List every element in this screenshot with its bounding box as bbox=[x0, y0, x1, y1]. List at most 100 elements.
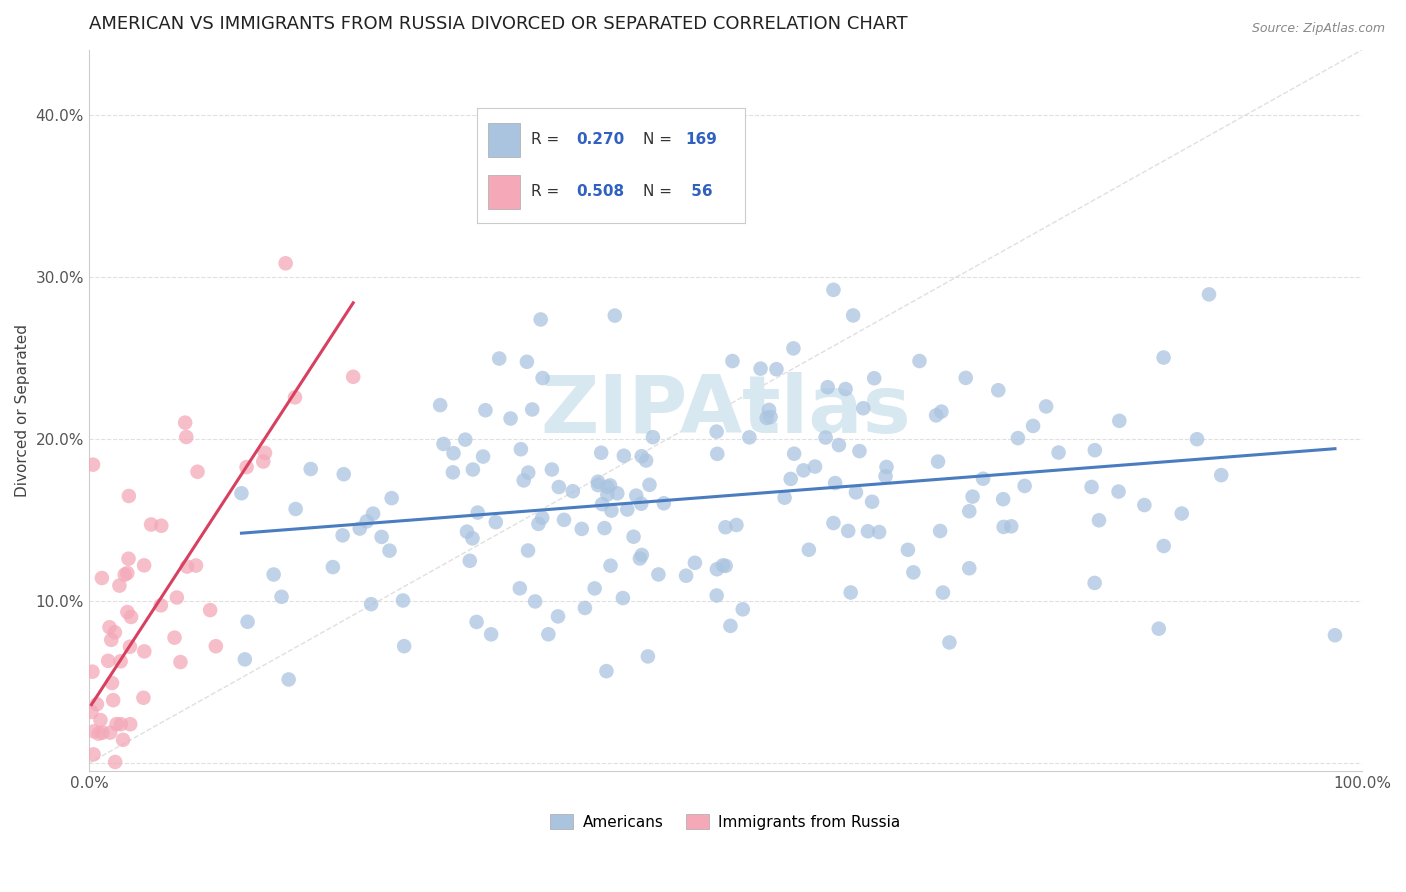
Americans bbox=[1323, 628, 1346, 642]
Americans bbox=[1185, 432, 1208, 446]
Americans bbox=[773, 491, 796, 505]
Immigrants from Russia bbox=[274, 256, 297, 270]
Americans bbox=[596, 487, 619, 501]
Americans bbox=[706, 447, 728, 461]
Americans bbox=[509, 582, 531, 596]
Legend: Americans, Immigrants from Russia: Americans, Immigrants from Russia bbox=[544, 807, 907, 836]
Americans bbox=[596, 480, 619, 494]
Immigrants from Russia bbox=[112, 732, 135, 747]
Americans bbox=[270, 590, 292, 604]
Immigrants from Russia bbox=[117, 566, 139, 580]
Americans bbox=[299, 462, 322, 476]
Immigrants from Russia bbox=[110, 717, 132, 731]
Americans bbox=[804, 459, 827, 474]
Americans bbox=[624, 489, 647, 503]
Americans bbox=[630, 449, 652, 463]
Americans bbox=[721, 354, 744, 368]
Americans bbox=[938, 635, 960, 649]
Americans bbox=[591, 446, 613, 460]
Immigrants from Russia bbox=[134, 558, 156, 573]
Americans bbox=[932, 585, 955, 599]
Americans bbox=[524, 594, 547, 608]
Americans bbox=[1171, 507, 1194, 521]
Americans bbox=[683, 556, 706, 570]
Americans bbox=[714, 520, 737, 534]
Americans bbox=[512, 474, 534, 488]
Americans bbox=[628, 551, 651, 566]
Americans bbox=[972, 472, 994, 486]
Americans bbox=[547, 609, 569, 624]
Americans bbox=[603, 309, 626, 323]
Americans bbox=[361, 507, 384, 521]
Americans bbox=[612, 591, 634, 605]
Americans bbox=[1084, 443, 1107, 458]
Americans bbox=[1047, 445, 1070, 459]
Americans bbox=[1133, 498, 1156, 512]
Americans bbox=[875, 469, 897, 483]
Immigrants from Russia bbox=[82, 458, 104, 472]
Americans bbox=[381, 491, 404, 505]
Americans bbox=[630, 548, 652, 562]
Americans bbox=[731, 602, 754, 616]
Americans bbox=[720, 619, 742, 633]
Americans bbox=[553, 513, 575, 527]
Americans bbox=[814, 431, 837, 445]
Americans bbox=[349, 522, 371, 536]
Americans bbox=[897, 542, 920, 557]
Immigrants from Russia bbox=[166, 591, 188, 605]
Americans bbox=[479, 627, 502, 641]
Immigrants from Russia bbox=[103, 772, 125, 786]
Immigrants from Russia bbox=[89, 713, 111, 727]
Immigrants from Russia bbox=[118, 489, 141, 503]
Americans bbox=[583, 582, 606, 596]
Americans bbox=[852, 401, 875, 416]
Americans bbox=[842, 309, 865, 323]
Americans bbox=[613, 449, 636, 463]
Americans bbox=[547, 480, 569, 494]
Americans bbox=[706, 562, 728, 576]
Americans bbox=[837, 524, 859, 538]
Americans bbox=[531, 510, 554, 524]
Immigrants from Russia bbox=[89, 806, 111, 821]
Americans bbox=[356, 514, 378, 528]
Americans bbox=[706, 589, 728, 603]
Americans bbox=[1007, 431, 1029, 445]
Immigrants from Russia bbox=[120, 717, 142, 731]
Immigrants from Russia bbox=[100, 632, 122, 647]
Immigrants from Russia bbox=[101, 676, 124, 690]
Americans bbox=[839, 585, 862, 599]
Americans bbox=[711, 558, 734, 573]
Americans bbox=[527, 516, 550, 531]
Americans bbox=[1153, 351, 1175, 365]
Immigrants from Russia bbox=[110, 654, 132, 668]
Americans bbox=[987, 383, 1010, 397]
Immigrants from Russia bbox=[139, 517, 162, 532]
Americans bbox=[834, 382, 856, 396]
Americans bbox=[817, 380, 839, 394]
Americans bbox=[461, 531, 484, 545]
Americans bbox=[474, 403, 496, 417]
Americans bbox=[630, 497, 652, 511]
Americans bbox=[509, 442, 531, 457]
Immigrants from Russia bbox=[174, 416, 197, 430]
Immigrants from Russia bbox=[108, 579, 131, 593]
Americans bbox=[284, 502, 307, 516]
Americans bbox=[571, 522, 593, 536]
Immigrants from Russia bbox=[169, 655, 191, 669]
Americans bbox=[392, 593, 415, 607]
Americans bbox=[758, 403, 780, 417]
Americans bbox=[931, 404, 953, 418]
Americans bbox=[860, 494, 883, 508]
Americans bbox=[458, 554, 481, 568]
Americans bbox=[322, 560, 344, 574]
Americans bbox=[517, 466, 540, 480]
Immigrants from Russia bbox=[90, 571, 112, 585]
Americans bbox=[962, 490, 984, 504]
Americans bbox=[1153, 539, 1175, 553]
Y-axis label: Divorced or Separated: Divorced or Separated bbox=[15, 324, 30, 497]
Americans bbox=[231, 486, 253, 500]
Americans bbox=[485, 515, 508, 529]
Americans bbox=[467, 506, 489, 520]
Americans bbox=[454, 433, 477, 447]
Americans bbox=[1147, 622, 1170, 636]
